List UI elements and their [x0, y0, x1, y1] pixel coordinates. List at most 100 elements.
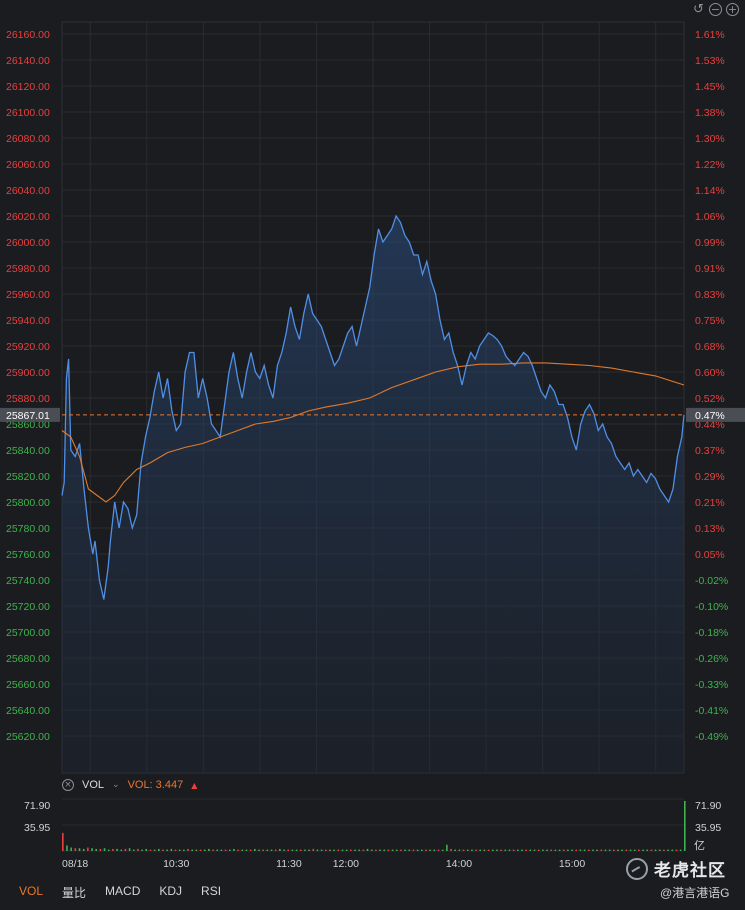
volume-bar [613, 849, 615, 851]
x-tick-label: 10:30 [163, 858, 189, 870]
volume-bar [587, 849, 590, 851]
y-pct-tick-label: 0.37% [695, 445, 725, 457]
volume-bar [646, 849, 649, 851]
y-pct-tick-label: 1.06% [695, 211, 725, 223]
volume-bar [684, 800, 686, 851]
volume-right-label: 35.95 [695, 822, 721, 834]
volume-bar [124, 848, 127, 851]
volume-bar [208, 848, 210, 851]
volume-bar [132, 849, 135, 851]
volume-bar [500, 849, 502, 851]
volume-bar [408, 849, 411, 851]
y-pct-tick-label: 0.60% [695, 367, 725, 379]
tab-rsi[interactable]: RSI [201, 884, 222, 898]
volume-y-label: 35.95 [24, 822, 50, 834]
volume-bar [521, 849, 523, 851]
volume-bar [362, 849, 365, 851]
volume-bar [395, 849, 398, 851]
watermark-brand: 老虎社区 [654, 861, 726, 880]
volume-bar [454, 849, 457, 851]
volume-bar [425, 849, 427, 851]
volume-bar [191, 849, 194, 851]
volume-bar [341, 849, 344, 851]
volume-bar [166, 849, 168, 851]
volume-bar [604, 849, 607, 851]
volume-bar [458, 849, 461, 851]
volume-bar [137, 848, 139, 851]
y-pct-tick-label: 0.21% [695, 497, 725, 509]
chevron-down-icon[interactable]: ⌄ [112, 780, 120, 790]
y-tick-label: 25920.00 [6, 341, 50, 353]
indicator-selector[interactable]: VOL [82, 779, 105, 791]
tab-macd[interactable]: MACD [105, 884, 141, 898]
zoom-toolbar: ↺ − + [692, 3, 739, 16]
y-tick-label: 25660.00 [6, 679, 50, 691]
volume-bar [237, 849, 239, 851]
volume-bar [99, 848, 102, 851]
current-pct-label: 0.47% [695, 410, 725, 422]
volume-bar [216, 849, 219, 851]
volume-bar [375, 849, 377, 851]
volume-bar [337, 849, 340, 851]
watermark-user: @港言港语G [660, 886, 730, 900]
y-pct-tick-label: 0.29% [695, 471, 725, 483]
volume-bar [112, 848, 114, 851]
zoom-in-icon[interactable]: + [726, 3, 739, 16]
y-tick-label: 25900.00 [6, 367, 50, 379]
volume-bar [671, 849, 674, 851]
y-tick-label: 25840.00 [6, 445, 50, 457]
volume-bar [258, 849, 260, 851]
volume-bar [446, 844, 448, 851]
volume-bar [66, 845, 68, 851]
y-pct-tick-label: 0.13% [695, 523, 725, 535]
tab-kdj[interactable]: KDJ [159, 884, 183, 898]
volume-bar [387, 849, 390, 851]
volume-bar [508, 849, 511, 851]
y-pct-tick-label: -0.18% [695, 627, 728, 639]
volume-bar [471, 849, 473, 851]
volume-bar [95, 848, 97, 851]
volume-bar [91, 848, 93, 851]
x-tick-label: 08/18 [62, 858, 88, 870]
volume-bar [82, 848, 85, 851]
volume-bar [199, 849, 202, 851]
volume-bar [554, 849, 557, 851]
volume-bar [312, 848, 315, 851]
volume-bar [74, 848, 77, 851]
volume-bar [370, 849, 373, 851]
volume-bar [441, 849, 444, 851]
y-tick-label: 25700.00 [6, 627, 50, 639]
volume-bar [625, 849, 628, 851]
volume-bar [116, 848, 118, 851]
volume-bar [633, 849, 636, 851]
volume-bar [617, 849, 619, 851]
y-pct-tick-label: -0.49% [695, 731, 728, 743]
current-pct-box [686, 407, 745, 422]
volume-bar [266, 849, 269, 851]
x-tick-label: 12:00 [333, 858, 359, 870]
y-pct-tick-label: 0.68% [695, 341, 725, 353]
tab-vol[interactable]: VOL [19, 884, 44, 898]
volume-bar [416, 849, 419, 851]
volume-bar [450, 848, 452, 851]
y-tick-label: 26160.00 [6, 29, 50, 41]
y-tick-label: 26040.00 [6, 185, 50, 197]
volume-bar [241, 849, 244, 851]
volume-bar [170, 848, 173, 851]
price-area [62, 216, 684, 773]
close-indicator-icon[interactable]: × [62, 779, 74, 791]
undo-icon[interactable]: ↺ [693, 2, 704, 17]
y-pct-tick-label: -0.02% [695, 575, 728, 587]
volume-bar [187, 848, 189, 851]
volume-header: × VOL ⌄ VOL: 3.447 ▲ [62, 777, 197, 793]
zoom-out-icon[interactable]: − [709, 3, 722, 16]
price-line [61, 214, 685, 600]
x-tick-label: 14:00 [446, 858, 472, 870]
y-tick-label: 25680.00 [6, 653, 50, 665]
y-tick-label: 26120.00 [6, 81, 50, 93]
volume-bar [487, 849, 490, 851]
volume-bar [642, 849, 644, 851]
tab-volume-ratio[interactable]: 量比 [62, 886, 87, 900]
volume-bar [583, 849, 586, 851]
